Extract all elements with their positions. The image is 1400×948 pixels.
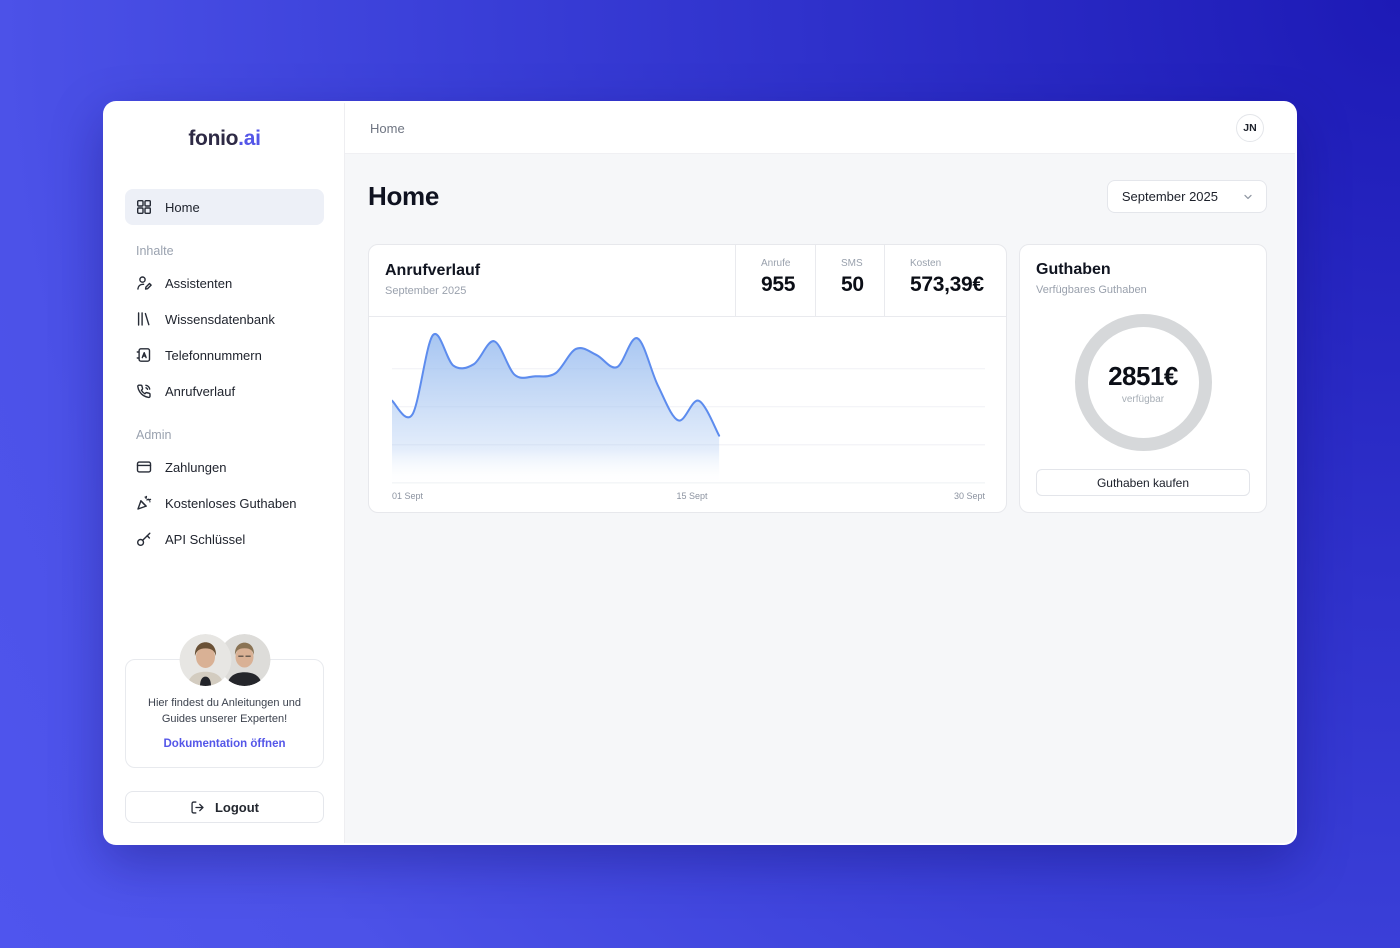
sidebar-item-api-schluessel[interactable]: API Schlüssel: [125, 521, 324, 557]
stat-label: Anrufe: [761, 258, 791, 269]
stat-value: 955: [761, 273, 796, 296]
balance-amount: 2851€: [1108, 360, 1178, 391]
stat-sms: SMS 50: [815, 245, 884, 316]
balance-caption: verfügbar: [1121, 393, 1165, 405]
buy-credit-button[interactable]: Guthaben kaufen: [1036, 469, 1250, 496]
calls-card-subtitle: September 2025: [385, 285, 467, 297]
stat-value: 50: [841, 273, 864, 296]
calls-card-title: Anrufverlauf: [385, 262, 481, 279]
user-pen-icon: [136, 275, 152, 291]
sidebar-item-assistenten[interactable]: Assistenten: [125, 265, 324, 301]
stat-anrufe: Anrufe 955: [735, 245, 815, 316]
sidebar: fonio.ai Home Inhalte Assistenten W: [105, 103, 345, 843]
sidebar-item-anrufverlauf[interactable]: Anrufverlauf: [125, 373, 324, 409]
topbar: Home JN: [345, 103, 1295, 154]
docs-card: Hier findest du Anleitungen und Guides u…: [125, 634, 324, 768]
sidebar-item-label: Assistenten: [165, 275, 233, 291]
brand-logo: fonio.ai: [125, 127, 324, 151]
breadcrumb[interactable]: Home: [370, 120, 405, 136]
logout-button[interactable]: Logout: [125, 791, 324, 823]
area-chart-svg: [392, 332, 985, 484]
sidebar-item-telefonnummern[interactable]: Telefonnummern: [125, 337, 324, 373]
stat-label: Kosten: [910, 258, 942, 269]
sidebar-item-label: Home: [165, 199, 200, 215]
phone-call-icon: [136, 383, 152, 399]
sidebar-item-zahlungen[interactable]: Zahlungen: [125, 449, 324, 485]
calls-card-header: Anrufverlauf September 2025 Anrufe 955 S…: [369, 245, 1006, 317]
balance-card-title: Guthaben: [1036, 261, 1111, 278]
x-tick-start: 01 Sept: [392, 491, 424, 501]
party-popper-icon: [136, 495, 152, 511]
period-selector-value: September 2025: [1121, 189, 1218, 204]
app-window: fonio.ai Home Inhalte Assistenten W: [103, 101, 1297, 845]
stat-label: SMS: [841, 258, 863, 269]
x-tick-mid: 15 Sept: [676, 491, 708, 501]
sidebar-section-admin: Admin: [136, 428, 172, 442]
key-icon: [136, 531, 152, 547]
sidebar-item-wissensdatenbank[interactable]: Wissensdatenbank: [125, 301, 324, 337]
sidebar-item-label: Kostenloses Guthaben: [165, 495, 297, 511]
chart-x-axis: 01 Sept 15 Sept 30 Sept: [392, 489, 985, 506]
sidebar-item-home[interactable]: Home: [125, 189, 324, 225]
x-tick-end: 30 Sept: [953, 491, 985, 501]
sidebar-item-label: Telefonnummern: [165, 347, 262, 363]
contact-book-icon: [136, 347, 152, 363]
sidebar-item-label: API Schlüssel: [165, 531, 246, 547]
stat-value: 573,39€: [910, 273, 984, 296]
credit-card-icon: [136, 459, 152, 475]
calls-area-chart: 01 Sept 15 Sept 30 Sept: [369, 317, 1006, 512]
sidebar-section-inhalte: Inhalte: [136, 244, 174, 258]
chevron-down-icon: [1242, 191, 1254, 203]
brand-name: fonio: [188, 127, 239, 150]
sidebar-nav: Home Inhalte Assistenten Wissensdatenban…: [125, 151, 324, 557]
open-documentation-link[interactable]: Dokumentation öffnen: [163, 738, 286, 750]
expert-avatar-2: [218, 634, 270, 687]
stat-kosten: Kosten 573,39€: [884, 245, 1006, 316]
grid-icon: [136, 199, 152, 215]
sidebar-item-kostenloses-guthaben[interactable]: Kostenloses Guthaben: [125, 485, 324, 521]
content-header: Home September 2025: [368, 180, 1267, 213]
balance-ring-wrap: 2851€ verfügbar: [1036, 296, 1250, 469]
dashboard-cards: Anrufverlauf September 2025 Anrufe 955 S…: [368, 244, 1267, 513]
logout-icon: [190, 800, 205, 815]
calls-card: Anrufverlauf September 2025 Anrufe 955 S…: [368, 244, 1007, 513]
sidebar-item-label: Wissensdatenbank: [165, 311, 275, 327]
content: Home September 2025 Anrufverlauf Septemb…: [345, 154, 1295, 513]
main-area: Home JN Home September 2025 Anruf: [345, 103, 1295, 843]
period-selector[interactable]: September 2025: [1106, 180, 1267, 213]
expert-avatars: [179, 634, 270, 687]
brand-suffix: .ai: [238, 127, 261, 150]
balance-ring: 2851€ verfügbar: [1074, 314, 1212, 451]
expert-avatar-1: [179, 634, 231, 687]
sidebar-item-label: Zahlungen: [165, 459, 227, 475]
balance-card-subtitle: Verfügbares Guthaben: [1036, 284, 1147, 296]
logout-label: Logout: [214, 799, 260, 815]
sidebar-item-label: Anrufverlauf: [165, 383, 236, 399]
library-icon: [136, 311, 152, 327]
calls-stats: Anrufe 955 SMS 50 Kosten 573,39€: [735, 245, 1006, 316]
page-title: Home: [368, 181, 440, 211]
balance-card: Guthaben Verfügbares Guthaben 2851€ verf…: [1019, 244, 1267, 513]
docs-card-text: Hier findest du Anleitungen und Guides u…: [148, 697, 301, 726]
user-avatar[interactable]: JN: [1236, 114, 1264, 142]
